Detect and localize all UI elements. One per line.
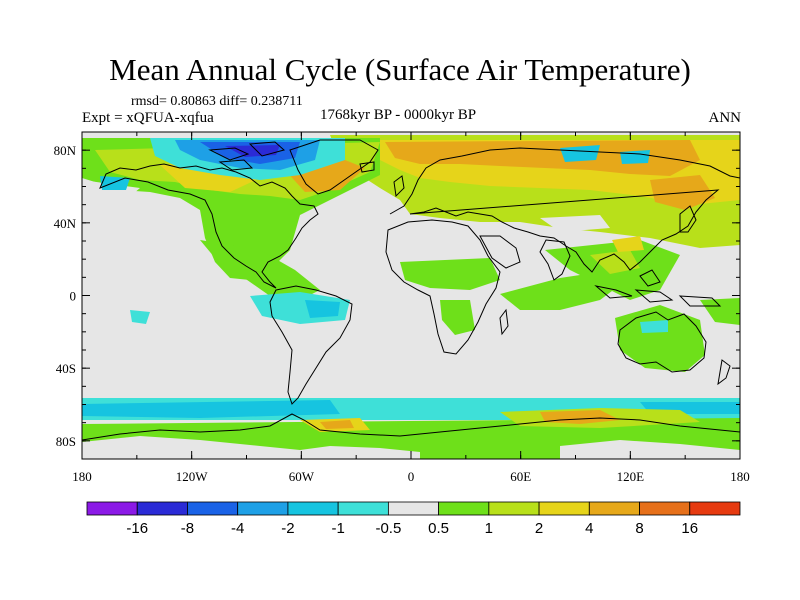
colorbar-swatch (287, 501, 339, 516)
anomaly-patch (620, 150, 650, 164)
axis-ticks (81, 131, 741, 460)
anomaly-patch (82, 436, 420, 459)
coastline-indonesia (594, 269, 722, 307)
y-tick-label: 0 (70, 289, 77, 304)
coastline-arctic-islands (208, 141, 286, 171)
coastline-africa (385, 219, 501, 355)
anomaly-patch (320, 420, 354, 429)
colorbar-swatch (387, 501, 440, 516)
y-tick-label: 80N (54, 143, 77, 158)
y-tick-label: 80S (56, 434, 76, 449)
anomaly-patch (270, 278, 305, 294)
coastline-australia (617, 311, 707, 373)
anomaly-patch (400, 258, 500, 290)
coastline-japan (679, 205, 697, 233)
colorbar-swatch (639, 501, 691, 516)
anomaly-patch (130, 310, 150, 324)
colorbar-swatch (136, 501, 188, 516)
map-title: Mean Annual Cycle (Surface Air Temperatu… (109, 52, 691, 87)
x-tick-label: 180 (730, 469, 750, 484)
x-tick-label: 60E (510, 469, 531, 484)
colorbar-label: -16 (126, 520, 148, 537)
colorbar: -16 -8 -4 -2 -1 -0.5 0.5 1 2 4 8 16 (86, 501, 741, 537)
colorbar-swatch (488, 501, 540, 516)
colorbar-label: -8 (181, 520, 194, 537)
anomaly-patch (560, 145, 600, 162)
experiment-label: Expt = xQFUA-xqfua (82, 110, 214, 126)
rmsd-diff-text: rmsd= 0.80863 diff= 0.238711 (131, 94, 303, 109)
coastline-antarctica (82, 413, 740, 441)
coastline-eurasia (389, 147, 740, 273)
anomaly-patch (540, 215, 610, 232)
coastline-greenland (289, 139, 379, 195)
colorbar-label: -2 (281, 520, 294, 537)
colorbar-label: 2 (535, 520, 543, 537)
season-label: ANN (708, 110, 742, 126)
colorbar-swatch (86, 501, 138, 516)
colorbar-swatch (187, 501, 239, 516)
colorbar-swatch (438, 501, 490, 516)
colorbar-swatch (337, 501, 389, 516)
x-tick-label: 60W (289, 469, 315, 484)
anomaly-patch (700, 298, 740, 325)
colorbar-label: 16 (681, 520, 698, 537)
coastline-madagascar (499, 308, 509, 336)
x-tick-label: 120W (176, 469, 209, 484)
anomaly-patch (560, 440, 740, 459)
coastlines (82, 139, 740, 441)
colorbar-label: 8 (635, 520, 643, 537)
coastline-british-isles (359, 161, 405, 198)
x-tick-label: 180 (72, 469, 92, 484)
x-tick-label: 120E (617, 469, 645, 484)
time-period-label: 1768kyr BP - 0000kyr BP (320, 107, 477, 123)
anomaly-patch (615, 305, 705, 372)
anomaly-patch (82, 400, 340, 418)
coastline-north-america (99, 163, 319, 289)
coastline-south-america (269, 285, 353, 405)
anomaly-patch (640, 320, 668, 333)
y-tick-label: 40S (56, 361, 76, 376)
anomaly-patch (385, 140, 700, 176)
colorbar-label: 1 (485, 520, 493, 537)
colorbar-swatch (588, 501, 640, 516)
colorbar-label: -4 (231, 520, 244, 537)
colorbar-swatch (689, 501, 741, 516)
y-tick-label: 40N (54, 216, 77, 231)
anomaly-patch (440, 300, 475, 335)
colorbar-swatch (538, 501, 590, 516)
anomaly-patch (612, 236, 644, 252)
anomaly-patch (590, 250, 640, 274)
coastline-new-zealand (717, 359, 731, 386)
coastline-arabia (479, 235, 521, 269)
colorbar-label: -1 (331, 520, 344, 537)
anomaly-patch (450, 226, 560, 244)
x-tick-label: 0 (408, 469, 415, 484)
colorbar-label: 4 (585, 520, 593, 537)
anomaly-patch (225, 145, 280, 157)
axis-tick-labels: 180 120W 60W 0 60E 120E 180 80N 40N 0 40S 80S (54, 143, 750, 484)
colorbar-swatch (237, 501, 289, 516)
anomaly-patch (500, 272, 620, 310)
coastline-india (539, 239, 571, 281)
colorbar-label: -0.5 (375, 520, 401, 537)
colorbar-label: 0.5 (428, 520, 449, 537)
anomaly-patch (305, 300, 340, 318)
